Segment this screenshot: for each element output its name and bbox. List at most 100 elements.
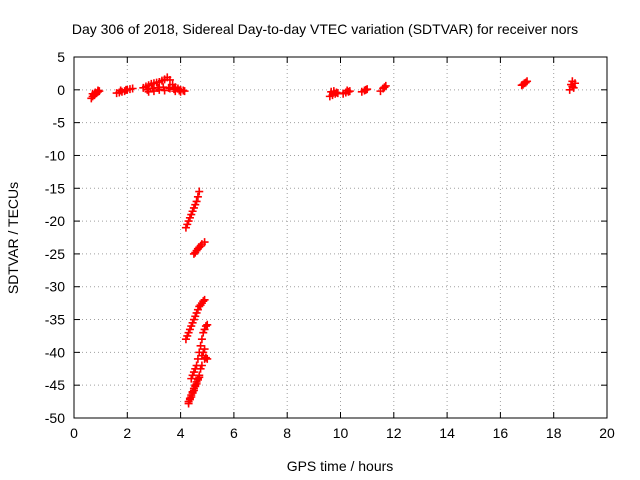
x-tick-label: 0 — [70, 425, 78, 441]
plus-marker — [569, 83, 578, 92]
plus-marker — [187, 392, 196, 401]
plus-marker — [160, 86, 169, 95]
plus-marker — [199, 328, 208, 337]
data-point — [200, 345, 209, 354]
data-point — [195, 373, 204, 382]
data-point — [195, 187, 204, 196]
y-tick-label: -30 — [45, 279, 65, 295]
data-point — [160, 86, 169, 95]
data-point — [176, 87, 185, 96]
data-point — [165, 75, 174, 84]
data-points — [87, 73, 580, 408]
plus-marker — [200, 238, 209, 247]
plus-marker — [203, 320, 212, 329]
y-tick-label: -20 — [45, 213, 65, 229]
data-point — [361, 85, 370, 94]
data-point — [201, 322, 210, 331]
plus-marker — [191, 200, 200, 209]
data-point — [569, 83, 578, 92]
plus-marker — [185, 213, 194, 222]
plus-marker — [165, 75, 174, 84]
data-point — [183, 331, 192, 340]
data-point — [185, 325, 194, 334]
y-tick-label: -35 — [45, 312, 65, 328]
plus-marker — [201, 353, 210, 362]
data-point — [93, 86, 102, 95]
axis-ticks: 0 2 4 6 8 10 12 14 16 18 20 5 0 -5 -10 -15 -20 -25 -30 -35 -… — [45, 49, 615, 441]
y-tick-label: -25 — [45, 246, 65, 262]
plus-marker — [188, 318, 197, 327]
plus-marker — [361, 85, 370, 94]
plus-marker — [183, 331, 192, 340]
plus-marker — [380, 83, 389, 92]
plus-marker — [189, 386, 198, 395]
x-axis-label: GPS time / hours — [287, 458, 394, 474]
data-point — [191, 312, 200, 321]
data-point — [187, 392, 196, 401]
data-point — [189, 386, 198, 395]
data-point — [380, 83, 389, 92]
plus-marker — [195, 373, 204, 382]
plus-marker — [149, 87, 158, 96]
plus-marker — [196, 242, 205, 251]
plus-marker — [195, 187, 204, 196]
data-point — [197, 335, 206, 344]
y-tick-label: -15 — [45, 180, 65, 196]
data-point — [121, 85, 130, 94]
data-point — [200, 295, 209, 304]
data-point — [128, 84, 137, 93]
data-point — [203, 320, 212, 329]
data-point — [149, 87, 158, 96]
plus-marker — [185, 325, 194, 334]
data-point — [196, 242, 205, 251]
x-tick-label: 4 — [177, 425, 185, 441]
y-tick-label: -45 — [45, 377, 65, 393]
plus-marker — [188, 207, 197, 216]
x-tick-label: 20 — [599, 425, 615, 441]
plus-marker — [519, 80, 528, 89]
y-tick-label: -40 — [45, 344, 65, 360]
x-tick-label: 12 — [386, 425, 402, 441]
data-point — [343, 86, 352, 95]
plus-marker — [193, 192, 202, 201]
plus-marker — [193, 305, 202, 314]
x-tick-label: 18 — [546, 425, 562, 441]
plus-marker — [197, 335, 206, 344]
data-point — [193, 305, 202, 314]
data-point — [185, 213, 194, 222]
data-point — [188, 318, 197, 327]
plus-marker — [200, 345, 209, 354]
data-point — [188, 207, 197, 216]
x-tick-label: 16 — [493, 425, 509, 441]
y-tick-label: -5 — [53, 115, 66, 131]
data-point — [203, 354, 212, 363]
y-tick-label: -10 — [45, 147, 65, 163]
grid — [74, 57, 607, 418]
x-tick-label: 2 — [123, 425, 131, 441]
data-point — [568, 77, 577, 86]
chart-title: Day 306 of 2018, Sidereal Day-to-day VTE… — [72, 21, 578, 37]
plus-marker — [183, 220, 192, 229]
data-point — [332, 88, 341, 97]
plus-marker — [343, 86, 352, 95]
plus-marker — [128, 84, 137, 93]
y-tick-label: 0 — [57, 82, 65, 98]
data-point — [519, 80, 528, 89]
plus-marker — [93, 86, 102, 95]
data-point — [183, 220, 192, 229]
plus-marker — [201, 322, 210, 331]
plus-marker — [184, 399, 193, 408]
data-point — [165, 84, 174, 93]
plus-marker — [203, 354, 212, 363]
data-point — [196, 364, 205, 373]
data-point — [199, 297, 208, 306]
plus-marker — [199, 297, 208, 306]
data-point — [184, 399, 193, 408]
x-tick-label: 6 — [230, 425, 238, 441]
plus-marker — [381, 81, 390, 90]
plus-marker — [176, 87, 185, 96]
data-point — [193, 192, 202, 201]
plus-marker — [332, 88, 341, 97]
